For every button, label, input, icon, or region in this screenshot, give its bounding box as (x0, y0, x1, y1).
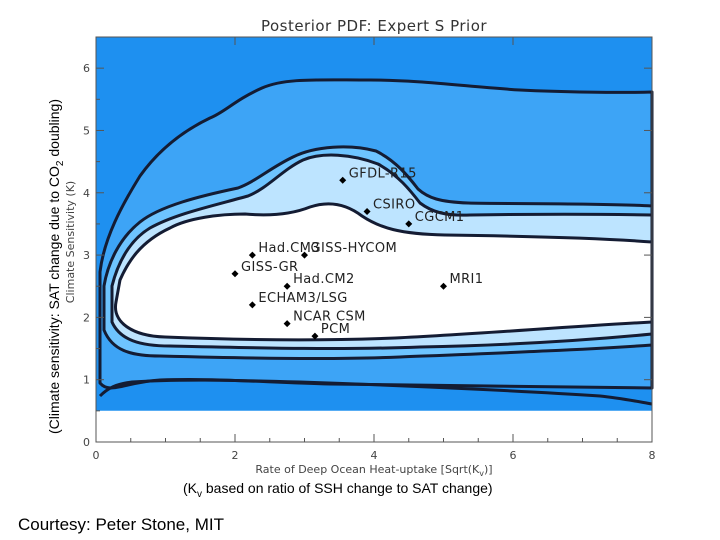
model-marker (405, 220, 413, 228)
x-axis-label-main: Rate of Deep Ocean Heat-uptake [Sqrt(K (255, 463, 480, 476)
bottom-caption-end: based on ratio of SSH change to SAT chan… (202, 480, 493, 496)
plot-area (96, 37, 654, 442)
chart-title: Posterior PDF: Expert S Prior (261, 17, 487, 35)
model-label: GISS-HYCOM (311, 241, 398, 256)
side-caption: (Climate sensitivity: SAT change due to … (46, 99, 66, 434)
side-caption-subscript: 2 (54, 160, 66, 167)
x-tick-label: 2 (232, 449, 239, 462)
model-marker (231, 270, 239, 278)
model-point: GFDL-R15 (339, 166, 417, 184)
y-tick-label: 3 (83, 249, 90, 262)
y-tick-label: 6 (83, 62, 90, 75)
model-point: CGCM1 (405, 210, 464, 228)
model-point: GISS-HYCOM (301, 241, 397, 259)
side-caption-main: (Climate sensitivity: SAT change due to … (46, 166, 62, 434)
x-tick-label: 8 (649, 449, 656, 462)
model-marker (301, 251, 308, 259)
model-marker (248, 301, 256, 309)
side-caption-end: doubling) (46, 99, 62, 161)
y-tick-label: 4 (83, 187, 90, 200)
y-tick-label: 0 (83, 436, 90, 449)
x-axis-label-end: )] (484, 463, 493, 476)
model-marker (363, 207, 371, 215)
model-label: CGCM1 (415, 210, 465, 225)
model-marker (339, 176, 347, 184)
model-label: GFDL-R15 (349, 166, 417, 181)
x-axis-label-sub: v (479, 469, 484, 478)
model-marker (311, 332, 319, 340)
x-tick-label: 6 (510, 449, 517, 462)
model-label: NCAR CSM (293, 310, 366, 325)
model-label: MRI1 (450, 272, 484, 287)
model-marker (440, 282, 447, 290)
model-label: Had.CM2 (293, 272, 355, 287)
bottom-caption-subscript: v (197, 488, 202, 500)
y-tick-label: 1 (83, 374, 90, 387)
y-axis-label: Climate Sensitivity (K) (64, 181, 77, 303)
axes: 0 2 4 6 8 0 1 2 3 4 5 6 (83, 36, 656, 462)
courtesy-note: Courtesy: Peter Stone, MIT (18, 515, 224, 534)
model-point: NCAR CSM (283, 310, 366, 328)
x-axis-label: Rate of Deep Ocean Heat-uptake [Sqrt(Kv)… (255, 463, 492, 478)
model-point: GISS-GR (231, 260, 299, 278)
model-marker (283, 320, 291, 328)
model-point: Had.CM2 (283, 272, 355, 290)
contour-core (114, 202, 654, 342)
model-point: Had.CM3 (248, 241, 319, 259)
model-label: GISS-GR (241, 260, 299, 275)
x-tick-label: 0 (93, 449, 100, 462)
model-point: ECHAM3/LSG (248, 291, 347, 309)
model-label: ECHAM3/LSG (258, 291, 347, 306)
lower-contour-line (98, 378, 653, 406)
bottom-caption-main: (K (183, 480, 197, 496)
model-label: PCM (321, 322, 350, 337)
model-point: PCM (311, 322, 350, 340)
model-point: MRI1 (440, 272, 483, 290)
bottom-caption: (Kv based on ratio of SSH change to SAT … (183, 480, 493, 500)
x-tick-label: 4 (371, 449, 378, 462)
model-point: CSIRO (363, 197, 415, 215)
model-label: CSIRO (373, 197, 415, 212)
model-marker (248, 251, 256, 259)
y-tick-label: 2 (83, 311, 90, 324)
y-tick-label: 5 (83, 124, 90, 137)
model-marker (283, 282, 291, 290)
